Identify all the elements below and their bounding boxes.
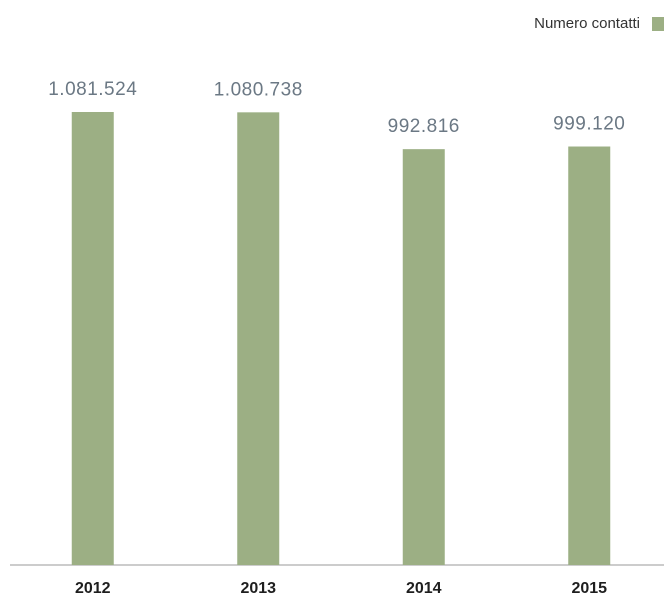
bar xyxy=(237,112,280,565)
legend-swatch xyxy=(652,17,664,31)
value-label: 992.816 xyxy=(388,116,460,137)
bar xyxy=(71,112,114,565)
value-label: 1.080.738 xyxy=(214,79,303,100)
legend-label: Numero contatti xyxy=(534,15,640,32)
value-label: 1.081.524 xyxy=(48,79,137,100)
value-label: 999.120 xyxy=(553,114,625,135)
x-tick-label: 2015 xyxy=(571,580,607,597)
x-tick-label: 2014 xyxy=(406,580,442,597)
bar xyxy=(568,146,611,565)
bar xyxy=(402,149,445,565)
x-tick-label: 2013 xyxy=(240,580,276,597)
x-tick-label: 2012 xyxy=(75,580,111,597)
